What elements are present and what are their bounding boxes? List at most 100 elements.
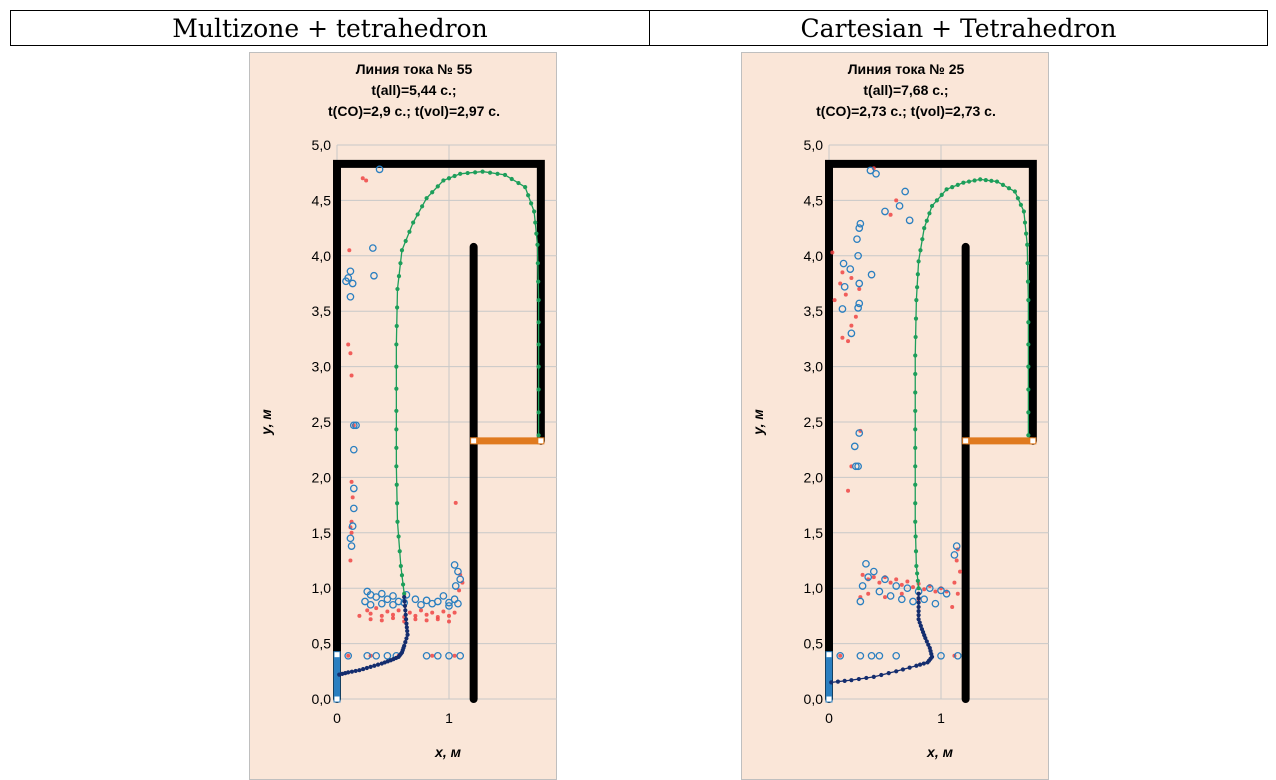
streamline-lower-point [921,661,926,666]
particle-red-point [441,609,446,614]
streamline-upper-point [480,169,485,174]
chart-title-line: t(CO)=2,73 с.; t(vol)=2,73 с. [816,103,996,119]
particle-red-point [379,613,384,618]
streamline-upper-point [398,563,403,569]
streamline-upper-point [994,179,1000,184]
streamline-upper-point [913,464,918,469]
streamline-upper-point [913,334,918,340]
particle-open-point [346,267,355,276]
streamline-upper-point [403,238,408,244]
particle-open-point [854,462,862,471]
particle-red-point [955,591,960,596]
streamline-upper-point [1021,209,1026,214]
streamline-upper-point [939,192,944,197]
streamline-upper-point [395,305,400,310]
streamline-upper-point [918,248,923,253]
particle-red-point [871,575,876,580]
streamline-upper-point [915,285,920,290]
particle-open-point [389,592,397,600]
streamline-upper-point [394,408,399,414]
y-tick-label: 3,0 [312,359,332,375]
streamline-lower-point [403,617,409,622]
streamline-upper-point [495,171,500,176]
streamline-upper-point [916,259,921,264]
streamline-upper-point [394,342,399,347]
streamline-lower-point [871,674,876,679]
particle-open-point [377,589,386,598]
streamline-lower-point [924,639,929,644]
streamline-upper-point [473,170,478,175]
particle-red-point [435,617,440,622]
y-tick-label: 4,0 [312,248,332,264]
streamline-upper-point [1012,189,1018,194]
particle-red-point [954,558,959,563]
streamline-upper-point [913,316,919,321]
particle-red-point [857,287,862,292]
particle-red-point [846,339,851,344]
particle-open-point [937,586,945,595]
particle-red-point [922,587,927,592]
streamline-upper-point [394,427,399,432]
particle-open-point [901,187,910,196]
chart-panel-left: Линия тока № 55 t(all)=5,44 с.; t(CO)=2,9 … [249,52,557,780]
streamline-upper-point [526,193,531,198]
particle-red-point [348,558,353,563]
streamline-upper-point [402,591,407,596]
particle-open-point [856,651,865,660]
streamline-lower-point [372,663,377,668]
particle-red-point [843,292,848,297]
streamline-upper-point [1026,364,1031,369]
streamline-upper-point [529,201,534,206]
streamline-upper-point [961,180,966,185]
particle-open-point [383,595,392,604]
inlet-marker [825,695,833,703]
streamline-upper-point [536,342,541,347]
y-axis-label: y, м [750,409,766,436]
particle-red-point [888,212,893,217]
streamline-upper-point [1022,220,1028,225]
particle-open-point [952,542,961,550]
streamline-lower-point [375,662,381,667]
header-right-label: Cartesian + Tetrahedron [800,13,1117,43]
particle-open-point [372,593,381,601]
streamline-upper-point [399,573,405,578]
particle-open-point [925,584,934,593]
particle-open-point [454,599,462,608]
particle-red-point [447,613,451,618]
particle-open-point [953,651,962,660]
particle-open-point [875,587,884,596]
streamline-upper-point [399,248,405,253]
streamline-upper-point [535,261,540,266]
particle-red-point [460,580,465,585]
y-tick-label: 0,5 [312,636,332,652]
particle-open-point [864,573,873,581]
y-tick-label: 4,5 [312,192,332,208]
streamline-upper-point [934,198,939,203]
particle-open-point [909,597,917,606]
particle-open-point [456,575,465,584]
y-tick-label: 0,0 [804,691,824,707]
particle-open-point [450,561,459,569]
streamline-lower-point [403,608,408,613]
streamline-lower-point [917,662,923,667]
particle-open-point [456,651,465,660]
streamline-upper-point [913,371,918,377]
streamline-lower-point [829,680,834,685]
particle-red-point [905,579,910,584]
y-axis-label: y, м [258,409,274,436]
particle-red-point [424,612,429,617]
streamline-lower-point [368,664,373,669]
streamline-upper-point [532,209,537,214]
streamline-upper-point [1026,342,1031,347]
particle-red-point [894,198,899,203]
chart-title: Линия тока № 25 t(all)=7,68 с.; t(CO)=2,73… [816,61,996,119]
particle-open-point [858,582,867,590]
particle-open-point [383,651,392,660]
streamline-upper-point [966,179,972,184]
streamline-lower-point [918,623,923,628]
particle-red-point [365,608,370,613]
streamline-upper-point [509,176,514,182]
streamline-upper-point [929,203,935,209]
streamline-upper-point [536,279,541,284]
streamline-lower-point [349,669,355,674]
